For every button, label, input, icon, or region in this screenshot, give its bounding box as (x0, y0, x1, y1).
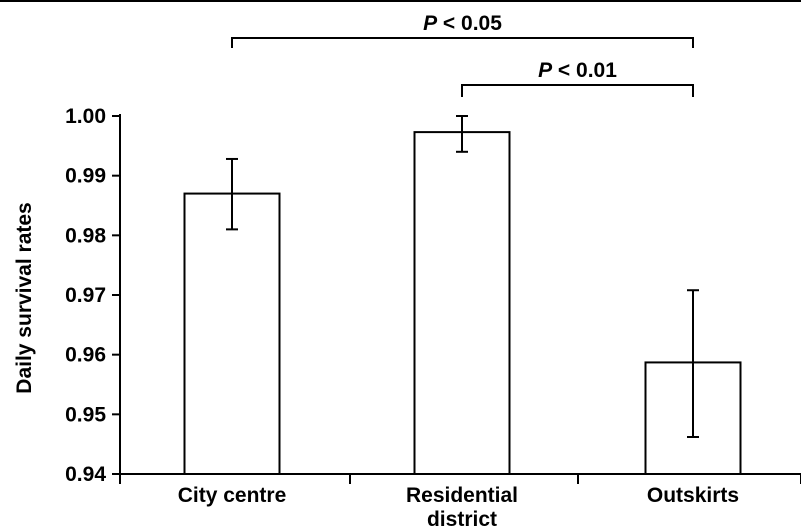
y-tick-label: 0.97 (65, 284, 106, 307)
y-tick-label: 0.96 (65, 344, 106, 367)
x-category-label: district (427, 508, 497, 530)
significance-bracket (231, 37, 694, 48)
y-tick-label: 0.98 (65, 224, 106, 247)
significance-bracket (461, 84, 694, 97)
y-tick-label: 0.99 (65, 165, 106, 188)
significance-label: P < 0.01 (538, 59, 617, 82)
significance-label: P < 0.05 (423, 12, 502, 35)
x-category-label: Outskirts (647, 484, 739, 507)
y-tick-label: 0.95 (65, 403, 106, 426)
x-category-label: City centre (178, 484, 287, 507)
x-category-label: Residential (406, 484, 518, 507)
y-tick-label: 1.00 (65, 105, 106, 128)
bar (183, 192, 281, 475)
bar (413, 131, 511, 476)
y-tick-label: 0.94 (65, 463, 106, 486)
y-axis-label: Daily survival rates (13, 202, 36, 393)
